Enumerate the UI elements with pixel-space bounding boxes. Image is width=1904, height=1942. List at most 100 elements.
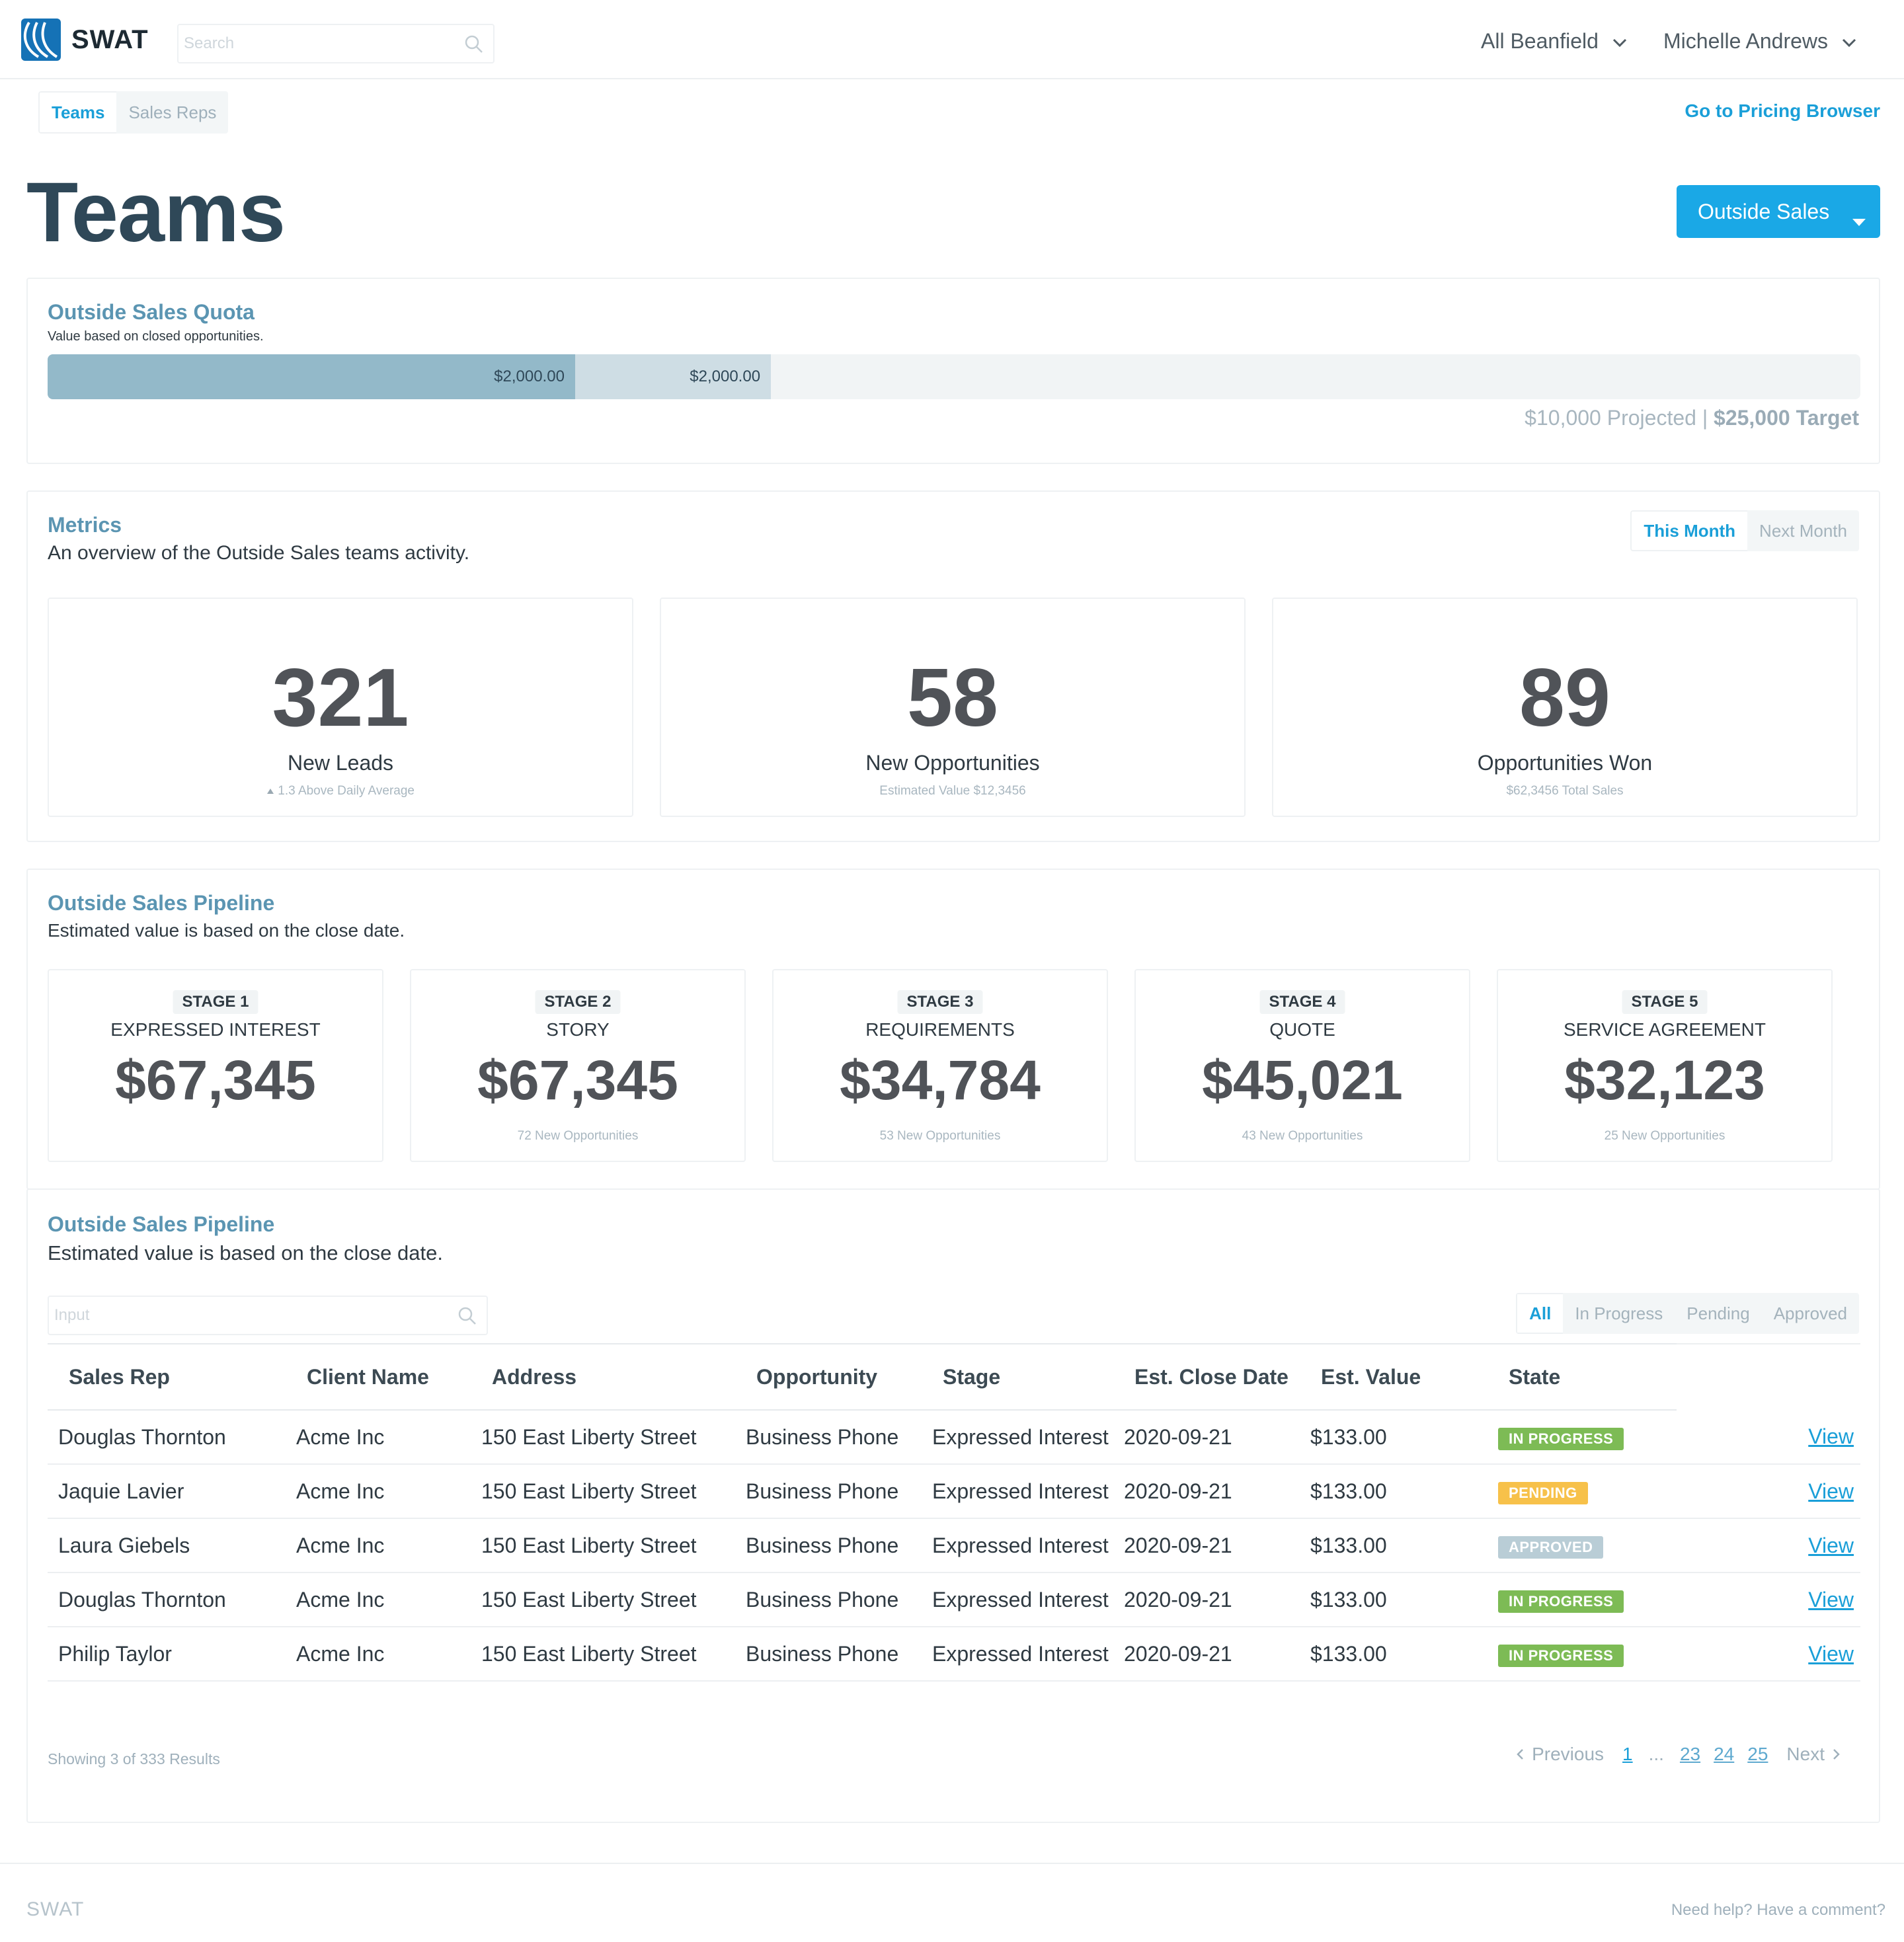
column-header-value[interactable]: Est. Value — [1300, 1343, 1488, 1411]
cell-value: $133.00 — [1300, 1518, 1488, 1573]
column-header-address[interactable]: Address — [471, 1343, 735, 1411]
stage-value: $67,345 — [477, 1049, 678, 1111]
cell-client-name: Acme Inc — [286, 1573, 471, 1627]
cell-state: IN PROGRESS — [1488, 1573, 1677, 1627]
stage-card-4[interactable]: STAGE 4 QUOTE $45,021 43 New Opportuniti… — [1134, 969, 1470, 1162]
cell-state: APPROVED — [1488, 1518, 1677, 1573]
stage-value: $32,123 — [1564, 1049, 1765, 1111]
filter-in-progress[interactable]: In Progress — [1563, 1293, 1675, 1334]
page-link-1[interactable]: 1 — [1622, 1744, 1633, 1764]
page-link-25[interactable]: 25 — [1747, 1744, 1768, 1764]
cell-value: $133.00 — [1300, 1627, 1488, 1682]
view-link[interactable]: View — [1808, 1533, 1854, 1557]
stage-name: STORY — [546, 1019, 610, 1040]
logo-icon — [21, 19, 61, 61]
help-link[interactable]: Need help? Have a comment? — [1671, 1901, 1885, 1919]
table-search-input[interactable] — [49, 1297, 446, 1334]
stage-value: $34,784 — [840, 1049, 1041, 1111]
brand-name: SWAT — [71, 24, 149, 54]
search-icon[interactable] — [457, 1306, 477, 1329]
cell-client-name: Acme Inc — [286, 1627, 471, 1682]
column-header-opportunity[interactable]: Opportunity — [735, 1343, 922, 1411]
cell-stage: Expressed Interest — [922, 1627, 1113, 1682]
metrics-title: Metrics — [48, 513, 122, 537]
column-header-client-name[interactable]: Client Name — [286, 1343, 471, 1411]
chevron-left-icon — [1516, 1744, 1524, 1765]
next-page-button[interactable]: Next — [1786, 1744, 1841, 1765]
pipeline-title: Outside Sales Pipeline — [48, 891, 275, 915]
user-name: Michelle Andrews — [1663, 29, 1828, 53]
view-link[interactable]: View — [1808, 1424, 1854, 1448]
status-badge: IN PROGRESS — [1498, 1427, 1624, 1450]
table-row: Laura Giebels Acme Inc 150 East Liberty … — [48, 1518, 1860, 1573]
toggle-this-month[interactable]: This Month — [1630, 510, 1748, 551]
cell-client-name: Acme Inc — [286, 1410, 471, 1465]
pipeline-subtitle: Estimated value is based on the close da… — [48, 920, 405, 941]
toggle-next-month[interactable]: Next Month — [1747, 510, 1859, 551]
location-dropdown[interactable]: All Beanfield — [1481, 29, 1628, 54]
cell-close-date: 2020-09-21 — [1113, 1464, 1300, 1519]
cell-action: View — [1677, 1410, 1860, 1465]
stage-tag: STAGE 5 — [1622, 990, 1708, 1014]
stage-card-3[interactable]: STAGE 3 REQUIREMENTS $34,784 53 New Oppo… — [772, 969, 1108, 1162]
status-badge: APPROVED — [1498, 1535, 1604, 1559]
quota-progress-bar: $2,000.00 $2,000.00 — [48, 354, 1860, 399]
search-input[interactable] — [178, 25, 456, 62]
page-link-23[interactable]: 23 — [1679, 1744, 1701, 1764]
quota-projected-value: $2,000.00 — [690, 368, 761, 385]
metric-note: $62,3456 Total Sales — [1506, 784, 1624, 798]
tab-teams[interactable]: Teams — [38, 91, 117, 134]
cell-action: View — [1677, 1464, 1860, 1519]
pricing-browser-link[interactable]: Go to Pricing Browser — [1685, 100, 1880, 121]
cell-close-date: 2020-09-21 — [1113, 1518, 1300, 1573]
results-count: Showing 3 of 333 Results — [48, 1750, 220, 1767]
filter-all[interactable]: All — [1516, 1293, 1564, 1334]
cell-value: $133.00 — [1300, 1464, 1488, 1519]
status-badge: IN PROGRESS — [1498, 1644, 1624, 1667]
column-header-close-date[interactable]: Est. Close Date — [1113, 1343, 1300, 1411]
page-link-24[interactable]: 24 — [1714, 1744, 1735, 1764]
filter-approved[interactable]: Approved — [1761, 1293, 1859, 1334]
stage-value: $67,345 — [115, 1049, 316, 1111]
cell-client-name: Acme Inc — [286, 1464, 471, 1519]
quota-closed-value: $2,000.00 — [494, 368, 565, 385]
metric-label: New Opportunities — [865, 751, 1040, 775]
view-link[interactable]: View — [1808, 1587, 1854, 1612]
cell-opportunity: Business Phone — [735, 1627, 922, 1682]
view-link[interactable]: View — [1808, 1479, 1854, 1503]
column-header-state[interactable]: State — [1488, 1343, 1677, 1411]
metric-value: 321 — [272, 652, 409, 744]
user-menu[interactable]: Michelle Andrews — [1663, 29, 1857, 54]
stage-card-5[interactable]: STAGE 5 SERVICE AGREEMENT $32,123 25 New… — [1497, 969, 1833, 1162]
stage-value: $45,021 — [1202, 1049, 1403, 1111]
previous-page-button[interactable]: Previous — [1516, 1744, 1604, 1765]
metrics-panel: Metrics An overview of the Outside Sales… — [26, 490, 1880, 842]
stage-tag: STAGE 2 — [535, 990, 621, 1014]
search-icon[interactable] — [464, 34, 484, 58]
filter-pending[interactable]: Pending — [1675, 1293, 1762, 1334]
stage-card-2[interactable]: STAGE 2 STORY $67,345 72 New Opportuniti… — [410, 969, 746, 1162]
quota-subtitle: Value based on closed opportunities. — [48, 329, 264, 344]
top-bar: SWAT All Beanfield Michelle Andrews — [0, 0, 1904, 79]
tab-sales-reps[interactable]: Sales Reps — [116, 91, 229, 134]
cell-state: PENDING — [1488, 1464, 1677, 1519]
cell-sales-rep: Jaquie Lavier — [48, 1464, 286, 1519]
cell-sales-rep: Laura Giebels — [48, 1518, 286, 1573]
column-header-stage[interactable]: Stage — [922, 1343, 1113, 1411]
table-row: Philip Taylor Acme Inc 150 East Liberty … — [48, 1627, 1860, 1682]
view-link[interactable]: View — [1808, 1641, 1854, 1666]
status-badge: PENDING — [1498, 1481, 1588, 1504]
metric-value: 89 — [1519, 652, 1610, 744]
period-toggle: This Month Next Month — [1630, 510, 1859, 551]
global-search — [177, 24, 495, 63]
column-header-sales-rep[interactable]: Sales Rep — [48, 1343, 286, 1411]
stage-card-1[interactable]: STAGE 1 EXPRESSED INTEREST $67,345 — [48, 969, 383, 1162]
cell-address: 150 East Liberty Street — [471, 1464, 735, 1519]
cell-opportunity: Business Phone — [735, 1410, 922, 1465]
cell-address: 150 East Liberty Street — [471, 1518, 735, 1573]
team-select-button[interactable]: Outside Sales — [1677, 185, 1880, 238]
table-search — [48, 1296, 488, 1335]
arrow-up-icon — [266, 784, 274, 798]
stage-name: REQUIREMENTS — [865, 1019, 1015, 1040]
brand-logo[interactable]: SWAT — [21, 19, 149, 61]
